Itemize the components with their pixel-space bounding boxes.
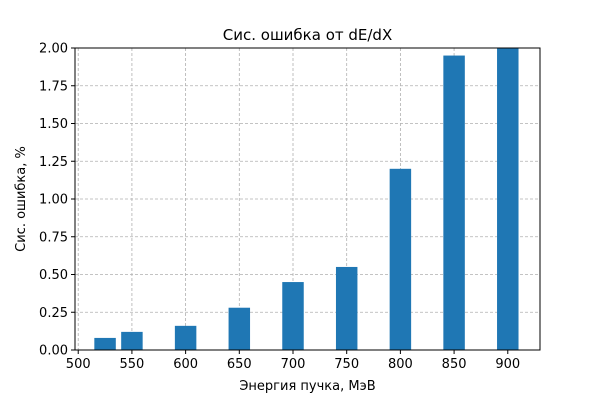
y-tick-label-0: 0.00 [39,344,68,359]
x-axis-ticks: 500 550 600 650 700 750 800 850 900 [66,350,520,372]
x-tick-label-2: 600 [173,357,198,372]
y-tick-label-1: 0.25 [39,306,68,321]
x-tick-label-8: 900 [495,357,520,372]
y-tick-label-7: 1.75 [39,79,68,94]
chart-title: Сис. ошибка от dE/dX [223,26,392,44]
y-tick-label-6: 1.50 [39,117,68,132]
x-tick-label-4: 700 [281,357,306,372]
bar-7 [443,55,465,351]
bar-8 [497,48,519,350]
bar-4 [282,282,304,350]
y-tick-label-4: 1.00 [39,193,68,208]
bar-1 [121,331,143,350]
bar-6 [389,168,412,350]
y-tick-label-5: 1.25 [39,155,68,170]
x-tick-label-3: 650 [227,357,252,372]
bar-3 [228,307,251,350]
x-tick-label-7: 850 [442,357,467,372]
y-tick-label-2: 0.50 [39,268,68,283]
y-axis-label: Сис. ошибка, % [14,146,29,252]
y-axis-ticks: 0.00 0.25 0.50 0.75 1.00 1.25 1.50 1.75 2.00 [39,42,75,359]
bar-0 [94,337,116,350]
x-tick-label-5: 750 [334,357,359,372]
bar-5 [335,266,358,350]
bar-2 [174,325,197,350]
x-tick-label-6: 800 [388,357,413,372]
y-tick-label-8: 2.00 [39,42,68,57]
y-tick-label-3: 0.75 [39,230,68,245]
x-axis-label: Энергия пучка, МэВ [239,379,375,394]
x-tick-label-1: 550 [120,357,145,372]
x-tick-label-0: 500 [66,357,91,372]
bars [94,48,519,351]
grid [75,47,540,351]
